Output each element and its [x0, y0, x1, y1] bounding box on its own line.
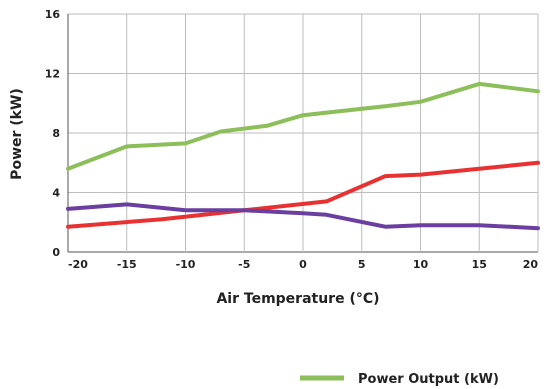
x-tick-label: 0: [299, 258, 307, 271]
y-axis-title: Power (kW): [9, 88, 25, 180]
legend-label: Power Output (kW): [358, 372, 499, 387]
tick-labels: 0 4 8 12 16 -20 -15 -10 -5 0 5 10 15 20: [45, 8, 539, 271]
x-tick-label: -5: [238, 258, 250, 271]
x-tick-label: -10: [176, 258, 196, 271]
series-line: [66, 160, 540, 229]
x-tick-label: -20: [68, 258, 88, 271]
y-tick-label: 0: [52, 246, 60, 259]
grid: [67, 13, 539, 253]
y-tick-label: 12: [45, 68, 60, 81]
y-tick-label: 4: [52, 187, 60, 200]
x-tick-label: 10: [413, 258, 429, 271]
x-tick-label: 5: [358, 258, 366, 271]
x-tick-label: 20: [523, 258, 539, 271]
series-line: [66, 202, 540, 231]
y-tick-label: 16: [45, 8, 61, 21]
x-tick-label: 15: [472, 258, 487, 271]
legend: Power Output (kW): [300, 372, 499, 387]
y-tick-label: 8: [52, 127, 60, 140]
x-axis-title: Air Temperature (°C): [216, 291, 379, 307]
series-line: [66, 81, 540, 171]
x-tick-label: -15: [117, 258, 137, 271]
series-lines: [66, 81, 540, 231]
